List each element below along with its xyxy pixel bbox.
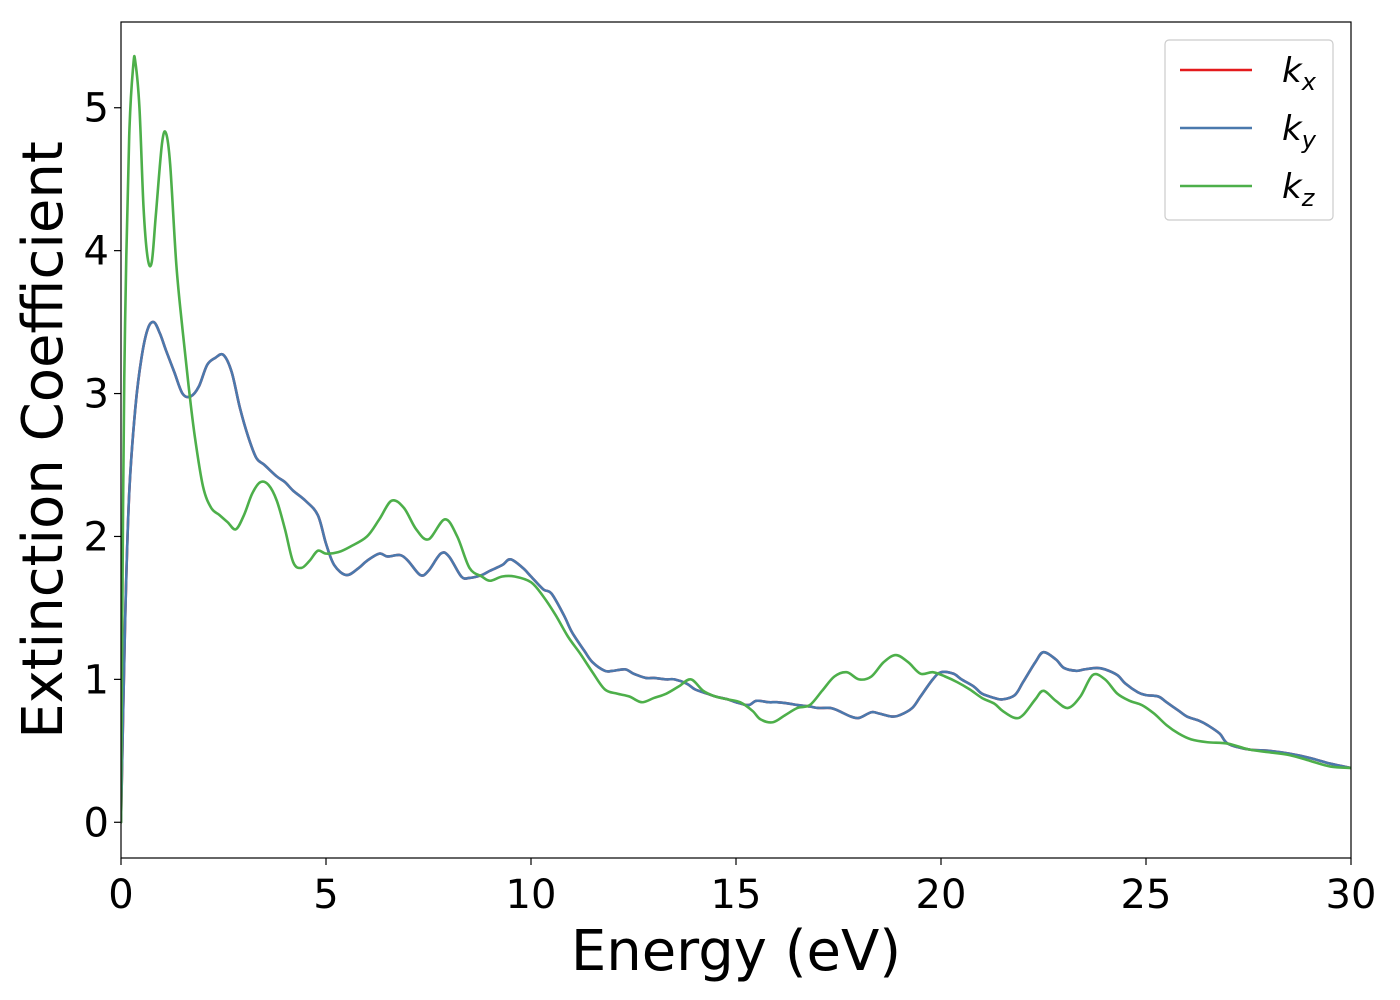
series-layer xyxy=(121,54,1351,824)
y-axis: 0 1 2 3 4 5 xyxy=(84,86,121,846)
legend-label-kz: kz xyxy=(1282,167,1316,212)
x-tick-label: 30 xyxy=(1326,872,1377,918)
y-tick-label: 4 xyxy=(84,229,109,275)
x-tick-label: 10 xyxy=(506,872,557,918)
x-tick-label: 15 xyxy=(711,872,762,918)
y-tick-label: 2 xyxy=(84,514,109,560)
y-tick-label: 1 xyxy=(84,657,109,703)
y-axis-title: Extinction Coefficient xyxy=(11,141,76,739)
legend: kx ky kz xyxy=(1164,39,1334,221)
x-axis: 0 5 10 15 20 25 30 xyxy=(108,858,1376,918)
x-tick-label: 25 xyxy=(1121,872,1172,918)
x-tick-label: 20 xyxy=(916,872,967,918)
legend-label-ky: ky xyxy=(1282,109,1317,154)
x-tick-label: 0 xyxy=(108,872,133,918)
x-axis-title: Energy (eV) xyxy=(571,919,901,984)
series-line-ky xyxy=(121,320,1351,824)
x-tick-label: 5 xyxy=(313,872,338,918)
legend-box xyxy=(1164,39,1334,221)
plot-background xyxy=(121,22,1351,858)
series-line-kz xyxy=(121,54,1351,824)
y-tick-label: 0 xyxy=(84,800,109,846)
y-tick-label: 3 xyxy=(84,372,109,418)
y-tick-label: 5 xyxy=(84,86,109,132)
legend-label-kx: kx xyxy=(1282,51,1317,96)
